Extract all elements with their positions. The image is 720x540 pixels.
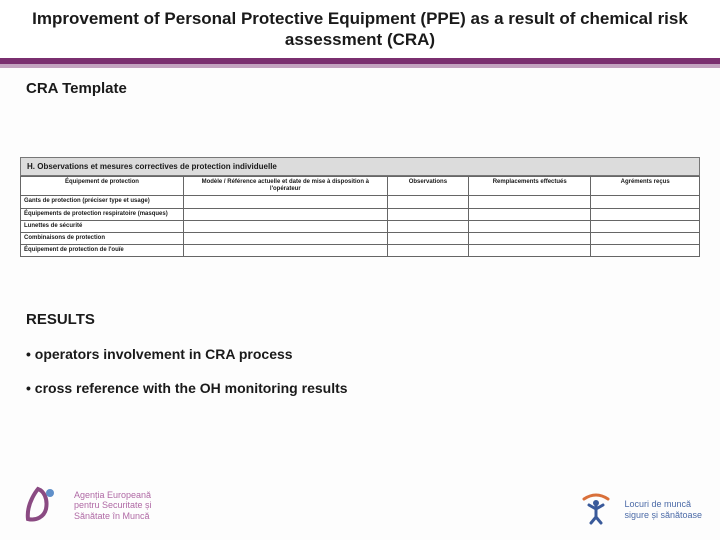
table-cell [469, 220, 591, 232]
title-band: Improvement of Personal Protective Equip… [0, 0, 720, 64]
table-row-label: Lunettes de sécurité [21, 220, 184, 232]
footer-left: Agenția Europeană pentru Securitate și S… [18, 479, 152, 532]
table-cell [591, 196, 700, 208]
agency-line: pentru Securitate și [74, 500, 152, 510]
table-cell [469, 245, 591, 257]
subtitle-cra-template: CRA Template [26, 80, 694, 97]
cra-template-table-wrap: H. Observations et mesures correctives d… [20, 157, 700, 257]
table-header-cell: Équipement de protection [21, 177, 184, 196]
table-cell [591, 245, 700, 257]
results-bullet: • operators involvement in CRA process [26, 346, 694, 362]
slide: Improvement of Personal Protective Equip… [0, 0, 720, 540]
healthy-workplaces-logo-icon [576, 487, 616, 532]
agency-line: Agenția Europeană [74, 490, 152, 500]
right-line: sigure și sănătoase [624, 510, 702, 520]
table-cell [591, 208, 700, 220]
agency-line: Sănătate în Muncă [74, 511, 152, 521]
results-bullet-text: operators involvement in CRA process [35, 346, 293, 362]
agency-text: Agenția Europeană pentru Securitate și S… [74, 490, 152, 521]
table-cell [183, 232, 387, 244]
results-heading: RESULTS [26, 311, 694, 328]
footer: Agenția Europeană pentru Securitate și S… [0, 460, 720, 540]
table-header-cell: Modèle / Référence actuelle et date de m… [183, 177, 387, 196]
table-cell [183, 220, 387, 232]
table-cell [387, 232, 468, 244]
table-section-header: H. Observations et mesures correctives d… [20, 157, 700, 176]
table-cell [387, 196, 468, 208]
cra-template-table: Équipement de protection Modèle / Référe… [20, 176, 700, 257]
table-header-row: Équipement de protection Modèle / Référe… [21, 177, 700, 196]
right-text: Locuri de muncă sigure și sănătoase [624, 499, 702, 520]
table-header-cell: Remplacements effectués [469, 177, 591, 196]
table-row: Lunettes de sécurité [21, 220, 700, 232]
table-cell [183, 208, 387, 220]
table-cell [469, 208, 591, 220]
table-row: Équipement de protection de l'ouïe [21, 245, 700, 257]
table-row: Combinaisons de protection [21, 232, 700, 244]
table-cell [183, 196, 387, 208]
table-cell [387, 220, 468, 232]
eu-osha-logo-icon [18, 479, 66, 532]
table-cell [591, 232, 700, 244]
table-cell [183, 245, 387, 257]
table-cell [591, 220, 700, 232]
table-row: Équipements de protection respiratoire (… [21, 208, 700, 220]
slide-body: CRA Template H. Observations et mesures … [0, 64, 720, 396]
slide-title: Improvement of Personal Protective Equip… [0, 8, 720, 51]
table-body: Gants de protection (préciser type et us… [21, 196, 700, 257]
results-bullet-text: cross reference with the OH monitoring r… [35, 380, 348, 396]
table-header-cell: Agréments reçus [591, 177, 700, 196]
results-bullet: • cross reference with the OH monitoring… [26, 380, 694, 396]
footer-right: Locuri de muncă sigure și sănătoase [576, 487, 702, 532]
right-line: Locuri de muncă [624, 499, 702, 509]
table-row-label: Combinaisons de protection [21, 232, 184, 244]
table-cell [469, 196, 591, 208]
table-cell [469, 232, 591, 244]
table-cell [387, 245, 468, 257]
table-row-label: Équipement de protection de l'ouïe [21, 245, 184, 257]
table-header-cell: Observations [387, 177, 468, 196]
table-row-label: Gants de protection (préciser type et us… [21, 196, 184, 208]
table-cell [387, 208, 468, 220]
table-row: Gants de protection (préciser type et us… [21, 196, 700, 208]
table-row-label: Équipements de protection respiratoire (… [21, 208, 184, 220]
